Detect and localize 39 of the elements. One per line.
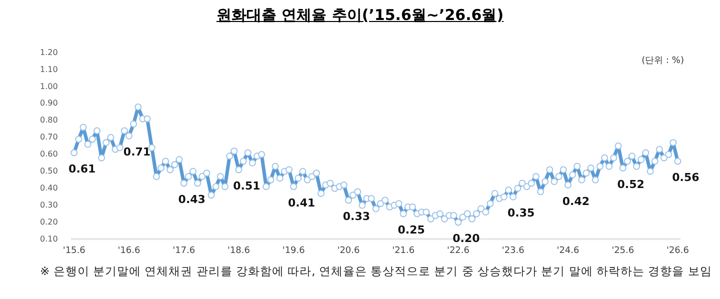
data-label: 0.41 (288, 196, 316, 210)
x-tick-label: '24.6 (556, 246, 580, 256)
x-tick-label: '22.6 (446, 246, 470, 256)
x-tick-label: '21.6 (392, 246, 415, 256)
y-tick-label: 0.30 (40, 200, 58, 210)
x-tick-label: '23.6 (502, 246, 525, 256)
x-tick-label: '26.6 (666, 246, 690, 256)
x-tick-label: '18.6 (227, 246, 250, 256)
y-tick-label: 1.10 (40, 64, 58, 74)
y-tick-label: 0.80 (40, 116, 58, 125)
x-tick-label: '17.6 (172, 246, 196, 256)
x-tick-label: '19.6 (282, 246, 306, 256)
y-tick-label: 0.50 (40, 166, 58, 176)
y-tick-label: 0.70 (40, 132, 58, 142)
data-label: 0.35 (508, 206, 535, 220)
y-tick-label: 0.60 (40, 150, 58, 159)
data-label: 0.25 (398, 224, 425, 237)
x-tick-label: '15.6 (62, 246, 86, 256)
y-tick-label: 0.20 (40, 217, 58, 226)
data-label: 0.71 (123, 146, 151, 159)
chart-title: 원화대출 연체율 추이(’15.6월~’26.6월) (216, 6, 504, 24)
data-label: 0.20 (452, 232, 480, 246)
y-tick-label: 1.00 (40, 82, 58, 91)
data-label: 0.52 (617, 178, 644, 191)
annotation: (단위 : %) (642, 55, 684, 67)
y-tick-label: 0.10 (40, 234, 58, 244)
text: ※ 은행이 분기말에 연체채권 관리를 강화함에 따라, 연체율은 통상적으로 분기 중 상승했다가 분기 말에 하락하는 경향을 보임 (40, 264, 712, 279)
data-label: 0.33 (342, 210, 370, 224)
x-tick-label: '25.6 (612, 246, 634, 256)
y-tick-label: 0.40 (40, 183, 58, 192)
data-label: 0.51 (233, 180, 260, 193)
y-tick-label: 0.90 (40, 98, 58, 108)
data-label: 0.43 (178, 193, 206, 206)
data-label: 0.42 (562, 194, 590, 208)
x-tick-label: '16.6 (118, 246, 140, 256)
y-tick-label: 1.20 (40, 48, 58, 57)
x-tick-label: '20.6 (337, 246, 360, 256)
data-label: 0.61 (68, 162, 96, 176)
data-label: 0.56 (672, 171, 700, 184)
